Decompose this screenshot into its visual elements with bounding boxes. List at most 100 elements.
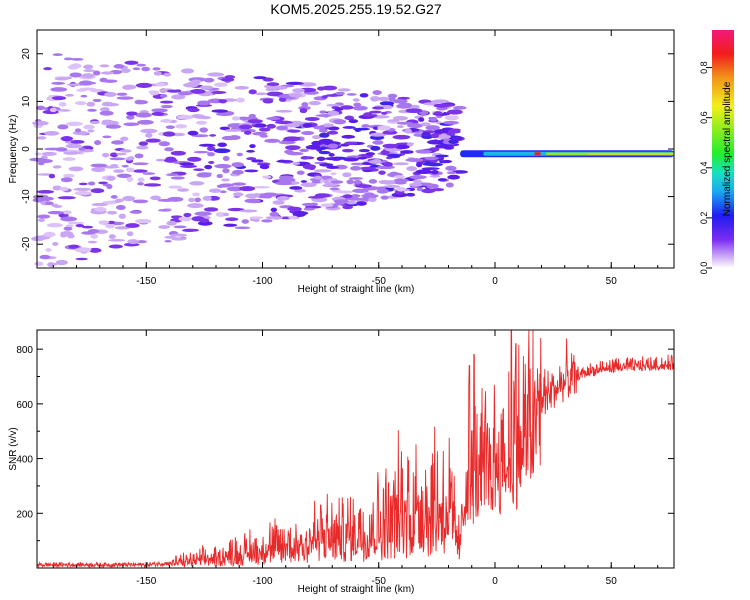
spectrogram-cell [424, 156, 439, 161]
spectrogram-cell [44, 130, 60, 136]
spectrogram-cell [155, 158, 166, 162]
spectrogram-cell [125, 167, 135, 173]
spectrogram-cell [158, 225, 171, 229]
spectrogram-cell [266, 117, 281, 121]
spectrogram-ylabel: Frequency (Hz) [8, 115, 19, 184]
spectrogram-cell [87, 229, 100, 234]
spectrogram-cell [275, 181, 292, 186]
spectrogram-cell [247, 119, 263, 124]
spectrogram-cell [301, 131, 315, 136]
spectrogram-cell [379, 101, 395, 106]
spectrogram-cell [217, 142, 227, 148]
spectrogram-cell [434, 144, 448, 149]
spectrogram-cell [107, 220, 116, 225]
spectrogram-cell [447, 174, 460, 180]
spectrogram-cell [431, 188, 445, 192]
spectrogram-cell [416, 162, 423, 168]
spectrogram-cell [340, 105, 354, 110]
spectrogram-cell [102, 135, 112, 139]
spectrogram-cell [215, 212, 227, 217]
spectrogram-cell [48, 173, 56, 179]
spectrogram-cell [405, 108, 423, 114]
spectrogram-cell [178, 216, 192, 222]
spectrogram-cell [326, 130, 339, 135]
spectrogram-cell [49, 107, 57, 113]
spectrogram-cell [333, 199, 350, 204]
spectrogram-cell [87, 129, 95, 133]
spectrogram-cell [81, 225, 94, 229]
spectrogram-cell [449, 128, 461, 132]
spectrogram-cell [430, 133, 439, 139]
spectrogram-cell [73, 187, 92, 191]
spectrogram-cell [406, 142, 414, 147]
spectrogram-cell [446, 171, 457, 175]
spectrogram-cell [65, 143, 82, 149]
spectrogram-cell [344, 115, 355, 121]
spectrogram-cell [113, 169, 125, 173]
spectrogram-cell [223, 223, 238, 227]
spectrogram-cell [327, 110, 340, 116]
spectrogram-cell [409, 104, 420, 109]
spectrogram-cell [389, 171, 399, 176]
spectrogram-cell [283, 136, 301, 142]
spectrogram-cell [67, 221, 84, 225]
spectrogram-cell [335, 91, 345, 96]
spectrogram-cell [99, 64, 110, 68]
spectrogram-cell [285, 145, 301, 151]
spectrogram-cell [258, 127, 271, 132]
spectrogram-cell [376, 188, 389, 194]
spectrogram-cell [311, 140, 322, 146]
spectrogram-cell [165, 125, 175, 129]
spectrogram-cell [78, 81, 97, 85]
spectrogram-cell [213, 148, 231, 154]
spectrogram-cell [68, 151, 82, 155]
spectrogram-cell [52, 96, 67, 101]
spectrogram-cell [62, 210, 72, 215]
spectrogram-cell [261, 192, 279, 197]
spectrogram-cell [135, 240, 147, 244]
spectrogram-cell [215, 112, 234, 116]
spectrogram-cell [126, 114, 135, 120]
spectrogram-cell [203, 207, 219, 212]
spectrogram-cell [116, 92, 128, 96]
spectrogram-cell [380, 180, 398, 185]
spectrogram-cell [313, 175, 322, 180]
colorbar-tick-label: 0.2 [699, 212, 709, 225]
spectrogram-cell [321, 95, 328, 99]
spectrogram-cell [287, 129, 301, 133]
spectrogram-cell [326, 178, 338, 182]
spectrogram-cell [289, 93, 303, 98]
spectrogram-cell [278, 140, 296, 145]
spectrogram-cell [398, 102, 411, 107]
spectrogram-cell [163, 72, 172, 77]
spectrogram-cell [116, 173, 132, 178]
spectrogram-cell [445, 182, 454, 188]
spectrogram-cell [353, 179, 362, 185]
snr-axes: -150 -100 -50 0 50 200 400 600 800 [16, 330, 674, 587]
spectrogram-cell [134, 100, 148, 105]
spectrogram-cell [344, 141, 358, 146]
spectrogram-cell [253, 76, 267, 80]
spectrogram-cell [292, 88, 305, 93]
spectrogram-cell [57, 124, 69, 130]
spectrogram-cell [54, 77, 69, 81]
spectrogram-cell [346, 179, 355, 185]
spectrogram-cell [396, 125, 404, 129]
spectrogram-cell [322, 123, 334, 128]
spectrogram-cell [180, 164, 198, 168]
spectrogram-cell [142, 172, 156, 175]
colorbar-tick-label: 0.0 [699, 262, 709, 275]
spectrogram-cell [153, 71, 162, 76]
spectrogram-cell [329, 187, 340, 191]
spectrogram-cell [194, 211, 212, 216]
spectrogram-cell [412, 179, 422, 184]
spectrogram-cell [174, 89, 182, 93]
spectrogram-cell [301, 202, 316, 207]
snr-xtick-label: -150 [136, 576, 156, 587]
spectrogram-cell [170, 176, 185, 180]
spectrogram-cell [433, 111, 443, 116]
spectrogram-cell [32, 120, 49, 126]
spectrogram-cell [123, 122, 140, 127]
spectrogram-cell [140, 128, 158, 134]
spectrogram-cell [65, 121, 83, 127]
